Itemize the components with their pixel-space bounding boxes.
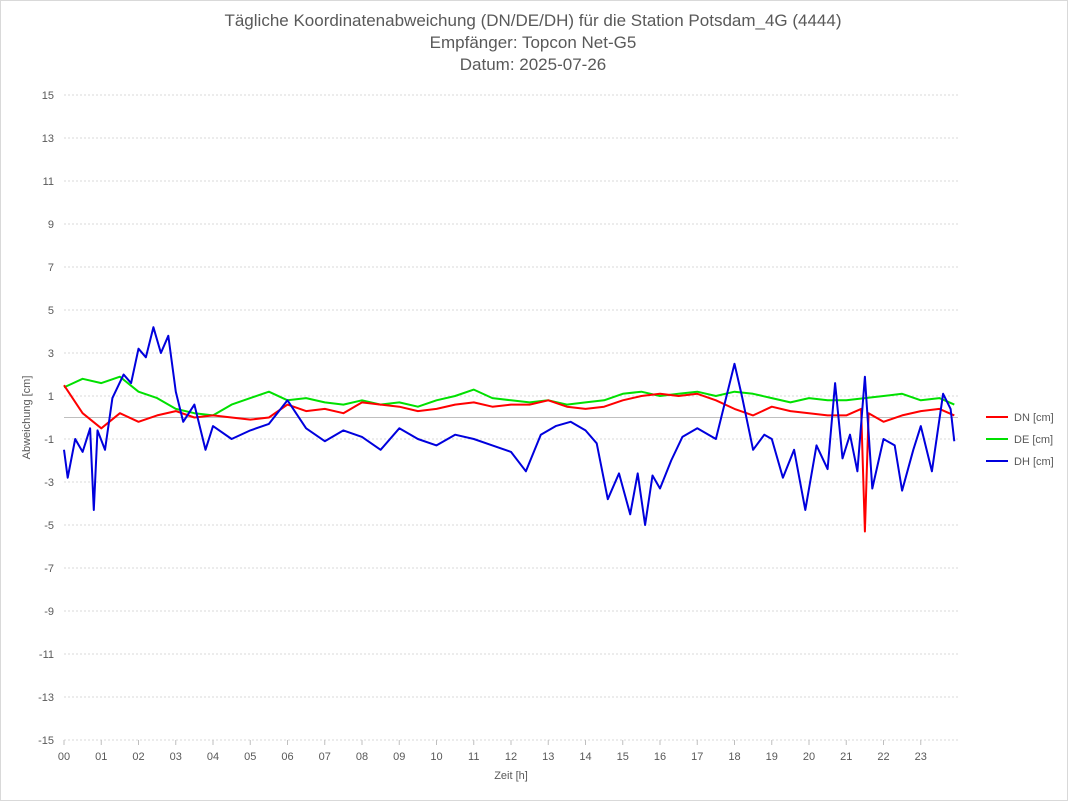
y-tick-label: -11	[39, 649, 54, 661]
y-tick-label: -1	[44, 434, 54, 446]
y-tick-label: -3	[44, 477, 54, 489]
legend-label: DN [cm]	[1014, 412, 1054, 424]
chart-subtitle-receiver: Empfänger: Topcon Net-G5	[429, 33, 637, 52]
series-line-dn	[63, 384, 955, 533]
x-tick-label: 05	[244, 751, 256, 763]
chart-title-block: Tägliche Koordinatenabweichung (DN/DE/DH…	[0, 10, 1066, 76]
y-tick-label: -7	[44, 563, 54, 575]
y-tick-label: 1	[48, 391, 54, 403]
y-tick-label: -5	[44, 520, 54, 532]
x-tick-label: 14	[579, 751, 591, 763]
x-tick-label: 17	[691, 751, 703, 763]
x-tick-label: 15	[617, 751, 629, 763]
y-axis-title: Abweichung [cm]	[21, 376, 33, 460]
y-tick-label: 7	[48, 262, 54, 274]
x-tick-label: 01	[95, 751, 107, 763]
y-tick-label: 11	[43, 176, 54, 188]
y-tick-label: -13	[38, 692, 54, 704]
y-tick-label: -9	[44, 606, 54, 618]
series-line-dh	[63, 326, 956, 526]
y-tick-label: 13	[42, 133, 54, 145]
x-tick-label: 12	[505, 751, 517, 763]
x-tick-label: 19	[766, 751, 778, 763]
y-tick-label: -15	[38, 735, 54, 747]
chart-title: Tägliche Koordinatenabweichung (DN/DE/DH…	[224, 11, 842, 30]
x-tick-label: 23	[915, 751, 927, 763]
x-tick-label: 11	[468, 751, 479, 763]
y-axis-ticks: 15 13 11 9 7 5 3 1 -1 -3 -5 -7 -9 -11 -13 -15	[38, 90, 54, 747]
legend-label: DE [cm]	[1014, 434, 1053, 446]
x-tick-label: 07	[319, 751, 331, 763]
x-tick-label: 13	[542, 751, 554, 763]
x-tick-label: 04	[207, 751, 219, 763]
x-axis-title: Zeit [h]	[494, 770, 528, 782]
gridlines	[64, 94, 958, 741]
y-tick-label: 9	[48, 219, 54, 231]
series-lines	[63, 326, 956, 533]
x-tick-label: 06	[281, 751, 293, 763]
x-tick-label: 20	[803, 751, 815, 763]
x-tick-label: 08	[356, 751, 368, 763]
chart-subtitle-date: Datum: 2025-07-26	[459, 55, 607, 74]
x-tick-label: 22	[877, 751, 889, 763]
y-tick-label: 5	[48, 305, 54, 317]
x-tick-label: 18	[728, 751, 740, 763]
legend-label: DH [cm]	[1014, 456, 1054, 468]
y-tick-label: 3	[48, 348, 54, 360]
x-axis-ticks: 00 01 02 03 04 05 06 07 08 09 10 11 12 13 14 15 16 17 18 19…	[58, 740, 927, 763]
x-tick-label: 10	[430, 751, 442, 763]
x-tick-label: 03	[170, 751, 182, 763]
x-tick-label: 02	[132, 751, 144, 763]
x-tick-label: 00	[58, 751, 70, 763]
y-tick-label: 15	[42, 90, 54, 102]
legend: DN [cm] DE [cm] DH [cm]	[986, 412, 1054, 468]
x-tick-label: 21	[840, 751, 852, 763]
x-tick-label: 09	[393, 751, 405, 763]
x-tick-label: 16	[654, 751, 666, 763]
